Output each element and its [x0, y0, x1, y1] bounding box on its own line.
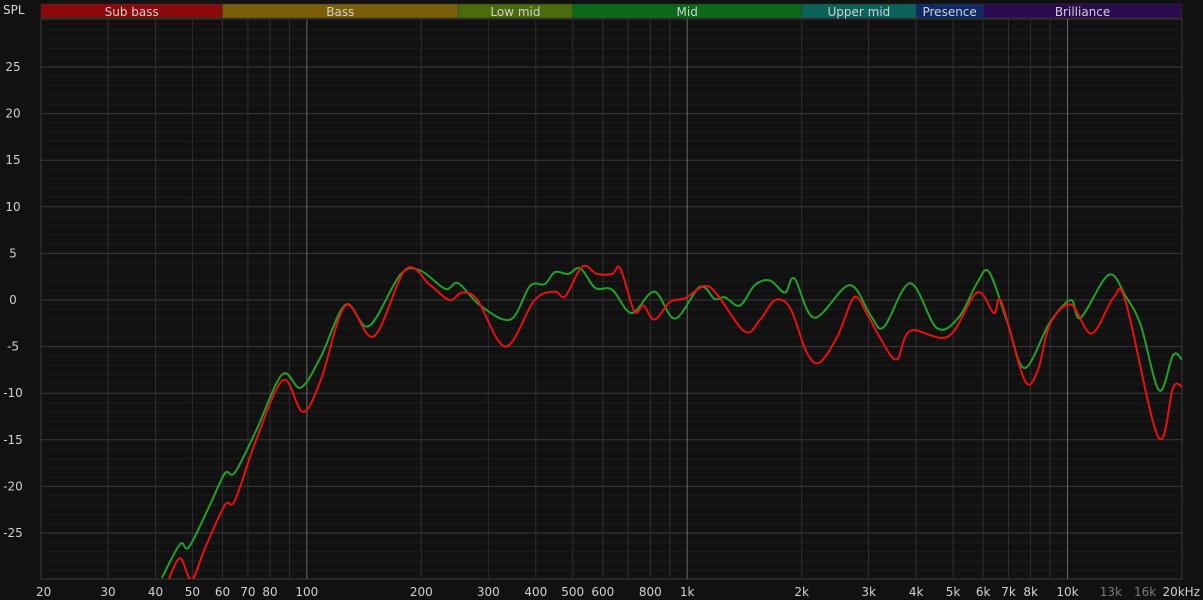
x-tick-label: 4k: [909, 585, 924, 599]
y-tick-label: 15: [5, 153, 20, 167]
x-tick-label: 8k: [1023, 585, 1038, 599]
y-tick-label: -20: [3, 479, 23, 493]
grid: [40, 18, 1183, 580]
band-label: Sub bass: [105, 5, 159, 19]
x-tick-label: 10k: [1056, 585, 1078, 599]
x-tick-label: 600: [591, 585, 614, 599]
band-label: Bass: [326, 5, 354, 19]
x-tick-label: 3k: [861, 585, 876, 599]
band-label: Low mid: [490, 5, 540, 19]
x-tick-label: 7k: [1001, 585, 1016, 599]
series-line-2: [167, 264, 1182, 579]
y-axis: 25 20 15 10 5 0 -5 -10 -15 -20 -25: [3, 60, 23, 540]
x-tick-label: 100: [295, 585, 318, 599]
y-tick-label: -10: [3, 386, 23, 400]
y-tick-label: 20: [5, 107, 20, 121]
y-tick-label: 25: [5, 60, 20, 74]
band-label: Upper mid: [828, 5, 891, 19]
x-tick-label: 60: [215, 585, 230, 599]
y-tick-label: 10: [5, 200, 20, 214]
x-tick-label: 800: [639, 585, 662, 599]
band-label: Brilliance: [1055, 5, 1110, 19]
y-tick-label: -5: [7, 340, 19, 354]
x-tick-label: 16k: [1134, 585, 1156, 599]
y-tick-label: -25: [3, 526, 23, 540]
x-tick-label: 1k: [680, 585, 695, 599]
x-tick-label: 20kHz: [1162, 585, 1200, 599]
y-tick-label: 0: [9, 293, 17, 307]
band-brilliance: [982, 3, 1183, 19]
y-tick-label: 5: [9, 246, 17, 260]
y-axis-label: SPL: [3, 3, 25, 17]
plot-area: [161, 264, 1182, 579]
series-line-1: [161, 266, 1182, 579]
x-tick-label: 40: [148, 585, 163, 599]
x-tick-label: 13k: [1100, 585, 1122, 599]
plot-background: [40, 18, 1183, 580]
x-tick-label: 50: [185, 585, 200, 599]
y-tick-label: -15: [3, 433, 23, 447]
x-tick-label: 30: [100, 585, 115, 599]
x-tick-label: 200: [410, 585, 433, 599]
frequency-bands: Sub bass Bass Low mid Mid Upper mid Presence B…: [40, 3, 1183, 19]
x-tick-label: 500: [561, 585, 584, 599]
x-tick-label: 400: [524, 585, 547, 599]
x-tick-label: 2k: [794, 585, 809, 599]
x-tick-label: 5k: [946, 585, 961, 599]
x-tick-label: 6k: [976, 585, 991, 599]
x-axis: 20 30 40 50 60 70 80 100 200 300 400 500 600 800 1k 2k 3…: [36, 585, 1200, 599]
x-tick-label: 80: [262, 585, 277, 599]
x-tick-label: 20: [36, 585, 51, 599]
band-label: Presence: [922, 5, 976, 19]
band-label: Mid: [677, 5, 698, 19]
x-tick-label: 70: [240, 585, 255, 599]
x-tick-label: 300: [477, 585, 500, 599]
